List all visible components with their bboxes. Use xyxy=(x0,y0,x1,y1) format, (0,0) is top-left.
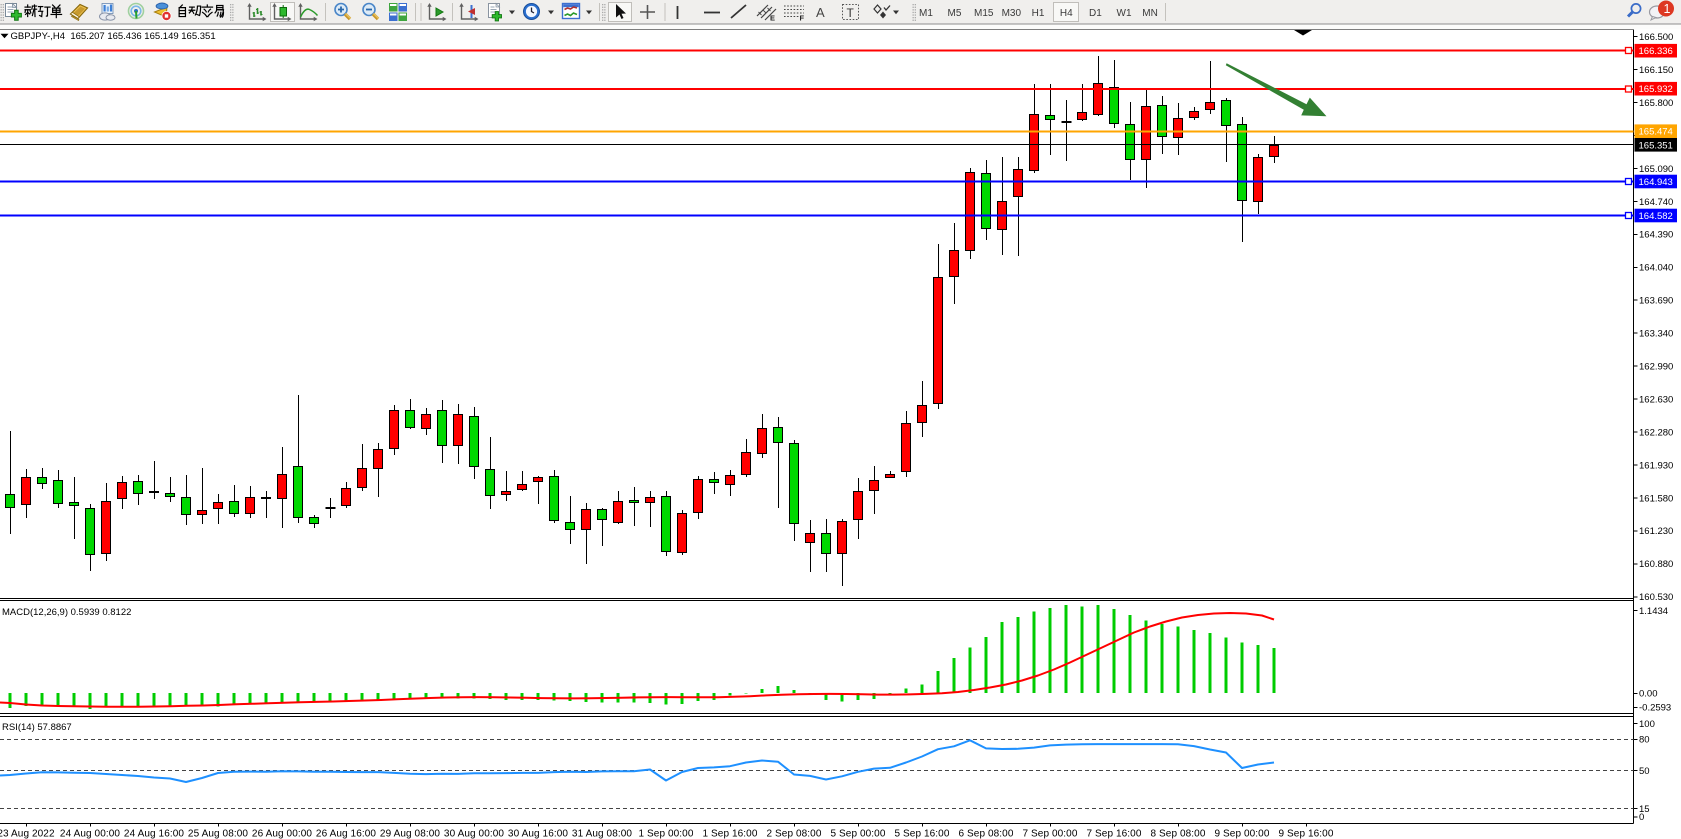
svg-text:M5: M5 xyxy=(948,8,962,19)
svg-text:25 Aug 08:00: 25 Aug 08:00 xyxy=(188,829,248,839)
svg-text:30 Aug 00:00: 30 Aug 00:00 xyxy=(444,829,504,839)
svg-text:166.150: 166.150 xyxy=(1639,65,1673,76)
svg-text:24 Aug 16:00: 24 Aug 16:00 xyxy=(124,829,184,839)
svg-text:1 Sep 00:00: 1 Sep 00:00 xyxy=(638,829,693,839)
svg-text:5 Sep 16:00: 5 Sep 16:00 xyxy=(894,829,949,839)
svg-text:26 Aug 00:00: 26 Aug 00:00 xyxy=(252,829,312,839)
svg-text:30 Aug 16:00: 30 Aug 16:00 xyxy=(508,829,568,839)
svg-text:165.932: 165.932 xyxy=(1639,84,1673,95)
svg-text:166.336: 166.336 xyxy=(1639,46,1673,57)
svg-text:M15: M15 xyxy=(974,8,994,19)
svg-text:GBPJPY-,H4 165.207 165.436 16: GBPJPY-,H4 165.207 165.436 165.149 165.3… xyxy=(11,31,216,42)
svg-text:165.474: 165.474 xyxy=(1639,127,1673,138)
svg-text:0: 0 xyxy=(1639,812,1644,823)
svg-text:M1: M1 xyxy=(919,8,933,19)
svg-text:165.351: 165.351 xyxy=(1639,140,1673,151)
svg-text:1 Sep 16:00: 1 Sep 16:00 xyxy=(702,829,757,839)
svg-text:162.280: 162.280 xyxy=(1639,427,1673,438)
svg-text:7 Sep 16:00: 7 Sep 16:00 xyxy=(1086,829,1141,839)
svg-text:100: 100 xyxy=(1639,719,1655,730)
svg-text:164.040: 164.040 xyxy=(1639,263,1673,274)
svg-text:MN: MN xyxy=(1142,8,1158,19)
svg-text:-0.2593: -0.2593 xyxy=(1639,703,1671,714)
svg-text:RSI(14) 57.8867: RSI(14) 57.8867 xyxy=(2,722,72,733)
svg-text:9 Sep 00:00: 9 Sep 00:00 xyxy=(1214,829,1269,839)
svg-text:50: 50 xyxy=(1639,766,1650,777)
svg-text:160.530: 160.530 xyxy=(1639,592,1673,603)
svg-text:161.230: 161.230 xyxy=(1639,526,1673,537)
svg-text:W1: W1 xyxy=(1117,8,1132,19)
svg-text:E: E xyxy=(770,14,775,23)
svg-text:162.990: 162.990 xyxy=(1639,362,1673,373)
svg-text:15: 15 xyxy=(1639,804,1650,815)
svg-text:MACD(12,26,9) 0.5939 0.8122: MACD(12,26,9) 0.5939 0.8122 xyxy=(2,607,131,618)
svg-text:T: T xyxy=(847,6,855,20)
svg-text:A: A xyxy=(816,5,825,20)
svg-text:164.740: 164.740 xyxy=(1639,197,1673,208)
svg-text:162.630: 162.630 xyxy=(1639,395,1673,406)
svg-text:1: 1 xyxy=(1664,2,1671,16)
svg-text:8 Sep 08:00: 8 Sep 08:00 xyxy=(1150,829,1205,839)
svg-text:5 Sep 00:00: 5 Sep 00:00 xyxy=(830,829,885,839)
svg-text:164.390: 164.390 xyxy=(1639,230,1673,241)
svg-text:31 Aug 08:00: 31 Aug 08:00 xyxy=(572,829,632,839)
svg-text:7 Sep 00:00: 7 Sep 00:00 xyxy=(1022,829,1077,839)
svg-text:163.690: 163.690 xyxy=(1639,296,1673,307)
svg-text:161.930: 161.930 xyxy=(1639,460,1673,471)
svg-text:2 Sep 08:00: 2 Sep 08:00 xyxy=(766,829,821,839)
svg-text:0.00: 0.00 xyxy=(1639,689,1658,700)
svg-text:164.943: 164.943 xyxy=(1639,177,1673,188)
svg-text:D1: D1 xyxy=(1089,8,1102,19)
svg-text:26 Aug 16:00: 26 Aug 16:00 xyxy=(316,829,376,839)
svg-text:165.800: 165.800 xyxy=(1639,98,1673,109)
svg-text:166.500: 166.500 xyxy=(1639,32,1673,43)
svg-text:161.580: 161.580 xyxy=(1639,493,1673,504)
svg-text:164.582: 164.582 xyxy=(1639,211,1673,222)
svg-text:24 Aug 00:00: 24 Aug 00:00 xyxy=(60,829,120,839)
svg-text:M30: M30 xyxy=(1002,8,1022,19)
svg-text:9 Sep 16:00: 9 Sep 16:00 xyxy=(1278,829,1333,839)
svg-text:6 Sep 08:00: 6 Sep 08:00 xyxy=(958,829,1013,839)
svg-text:H1: H1 xyxy=(1032,8,1045,19)
svg-text:165.090: 165.090 xyxy=(1639,164,1673,175)
svg-text:F: F xyxy=(800,14,805,23)
svg-text:H4: H4 xyxy=(1060,8,1073,19)
svg-text:1.1434: 1.1434 xyxy=(1639,606,1668,617)
svg-text:160.880: 160.880 xyxy=(1639,559,1673,570)
svg-text:29 Aug 08:00: 29 Aug 08:00 xyxy=(380,829,440,839)
svg-text:80: 80 xyxy=(1639,735,1650,746)
svg-text:23 Aug 2022: 23 Aug 2022 xyxy=(0,829,55,839)
svg-text:163.340: 163.340 xyxy=(1639,329,1673,340)
